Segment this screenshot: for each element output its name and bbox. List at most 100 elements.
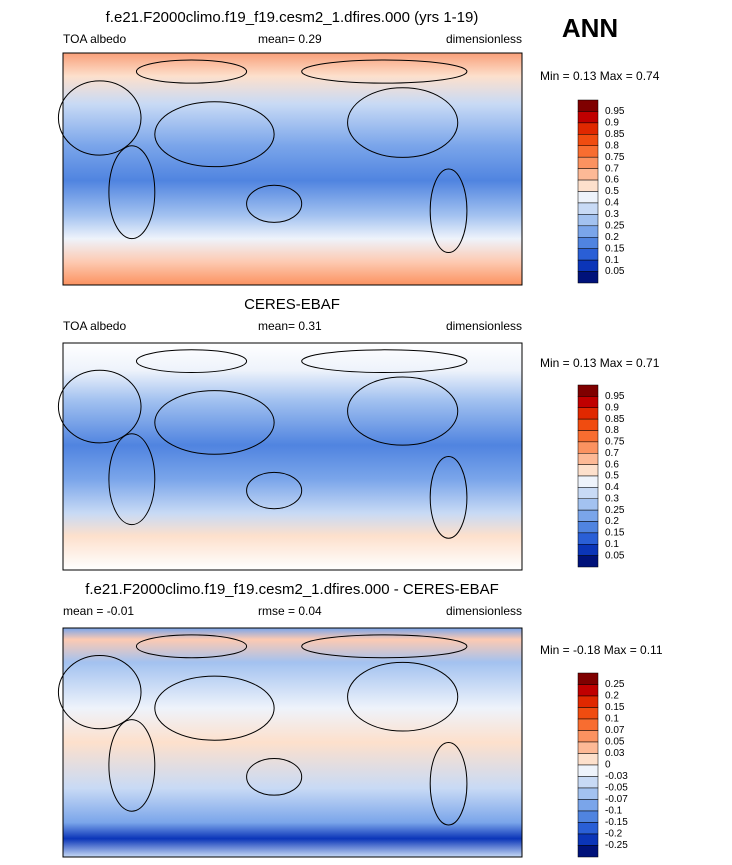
continent-outline (108, 719, 156, 812)
colorbar-label: 0 (605, 760, 611, 771)
colorbar-label: -0.25 (605, 840, 628, 851)
colorbar-box (577, 225, 599, 238)
right-label: dimensionless (446, 319, 522, 333)
panel-title: CERES-EBAF (244, 296, 340, 313)
colorbar-label: 0.1 (605, 714, 619, 725)
colorbar-box (577, 430, 599, 443)
left-label: TOA albedo (63, 32, 126, 46)
colorbar-label: 0.25 (605, 679, 625, 690)
panel-title: f.e21.F2000climo.f19_f19.cesm2_1.dfires.… (85, 581, 499, 598)
colorbar-box (577, 464, 599, 477)
continent-outline (135, 59, 248, 84)
map-field (63, 628, 522, 857)
continent-outline (429, 742, 468, 826)
continent-outline (246, 471, 303, 510)
colorbar-label: 0.5 (605, 186, 619, 197)
continent-outline (57, 654, 142, 730)
continent-outline (154, 390, 275, 455)
colorbar-label: 0.07 (605, 725, 625, 736)
colorbar-label: 0.25 (605, 505, 625, 516)
colorbar-label: 0.8 (605, 140, 619, 151)
colorbar-box (577, 441, 599, 454)
colorbar-box (577, 271, 599, 284)
map-frame (62, 342, 523, 571)
continent-outline (135, 349, 248, 374)
continent-outline (57, 80, 142, 156)
colorbar-box (577, 396, 599, 408)
colorbar-label: -0.15 (605, 817, 628, 828)
colorbar-box (577, 418, 599, 431)
colorbar-box (577, 145, 599, 158)
colorbar-box (577, 672, 599, 685)
colorbar-label: 0.1 (605, 539, 619, 550)
colorbar-label: 0.2 (605, 691, 619, 702)
colorbar-box (577, 822, 599, 835)
continent-outline (108, 433, 156, 526)
center-label: mean= 0.29 (258, 32, 322, 46)
colorbar-box (577, 168, 599, 181)
min-max: Min = -0.18 Max = 0.11 (540, 643, 663, 657)
season-label: ANN (562, 13, 618, 43)
colorbar-box (577, 156, 599, 169)
colorbar-box (577, 544, 599, 556)
colorbar-box (577, 498, 599, 511)
continent-outline (246, 758, 303, 796)
colorbar-label: 0.8 (605, 425, 619, 436)
colorbar-box (577, 99, 599, 112)
continent-outline (301, 59, 468, 84)
colorbar-box (577, 134, 599, 146)
continent-outline (154, 675, 275, 741)
colorbar-label: -0.05 (605, 783, 628, 794)
center-label: mean= 0.31 (258, 319, 322, 333)
continent-outline (154, 101, 275, 168)
colorbar-label: 0.15 (605, 243, 625, 254)
colorbar-box (577, 487, 599, 499)
colorbar-label: 0.85 (605, 129, 625, 140)
continent-outline (135, 634, 248, 659)
colorbar-label: 0.15 (605, 702, 625, 713)
colorbar-box (577, 384, 599, 397)
colorbar-box (577, 111, 599, 124)
left-label: mean = -0.01 (63, 604, 134, 618)
colorbar-box (577, 753, 599, 766)
colorbar-label: 0.3 (605, 209, 619, 220)
colorbar-box (577, 122, 599, 135)
continent-outline (429, 456, 468, 539)
colorbar-label: 0.05 (605, 266, 625, 277)
colorbar-box (577, 833, 599, 846)
colorbar-box (577, 407, 599, 420)
colorbar-box (577, 555, 599, 568)
colorbar-box (577, 179, 599, 192)
continent-outline (347, 376, 459, 446)
colorbar-box (577, 214, 599, 227)
colorbar-label: -0.07 (605, 794, 628, 805)
colorbar-label: 0.15 (605, 528, 625, 539)
left-label: TOA albedo (63, 319, 126, 333)
colorbar-label: 0.7 (605, 163, 619, 174)
colorbar-box (577, 741, 599, 754)
colorbar-box (577, 695, 599, 708)
center-label: rmse = 0.04 (258, 604, 322, 618)
colorbar-label: 0.6 (605, 459, 619, 470)
colorbar-label: -0.2 (605, 829, 623, 840)
right-label: dimensionless (446, 604, 522, 618)
continent-outline (108, 145, 156, 240)
colorbar-label: 0.75 (605, 152, 625, 163)
colorbar-box (577, 453, 599, 465)
colorbar-label: -0.03 (605, 771, 628, 782)
colorbar-label: 0.6 (605, 175, 619, 186)
continent-outline (301, 349, 468, 374)
continent-outline (301, 634, 468, 659)
colorbar-box (577, 259, 599, 272)
colorbar-box (577, 202, 599, 215)
continent-outline (429, 168, 468, 254)
colorbar-label: 0.95 (605, 106, 625, 117)
colorbar-box (577, 684, 599, 697)
colorbar-box (577, 191, 599, 204)
colorbar-label: 0.95 (605, 391, 625, 402)
colorbar-label: 0.4 (605, 198, 619, 209)
map-field (63, 53, 522, 285)
colorbar-label: 0.7 (605, 448, 619, 459)
continent-outline (347, 87, 459, 158)
colorbar-box (577, 787, 599, 800)
